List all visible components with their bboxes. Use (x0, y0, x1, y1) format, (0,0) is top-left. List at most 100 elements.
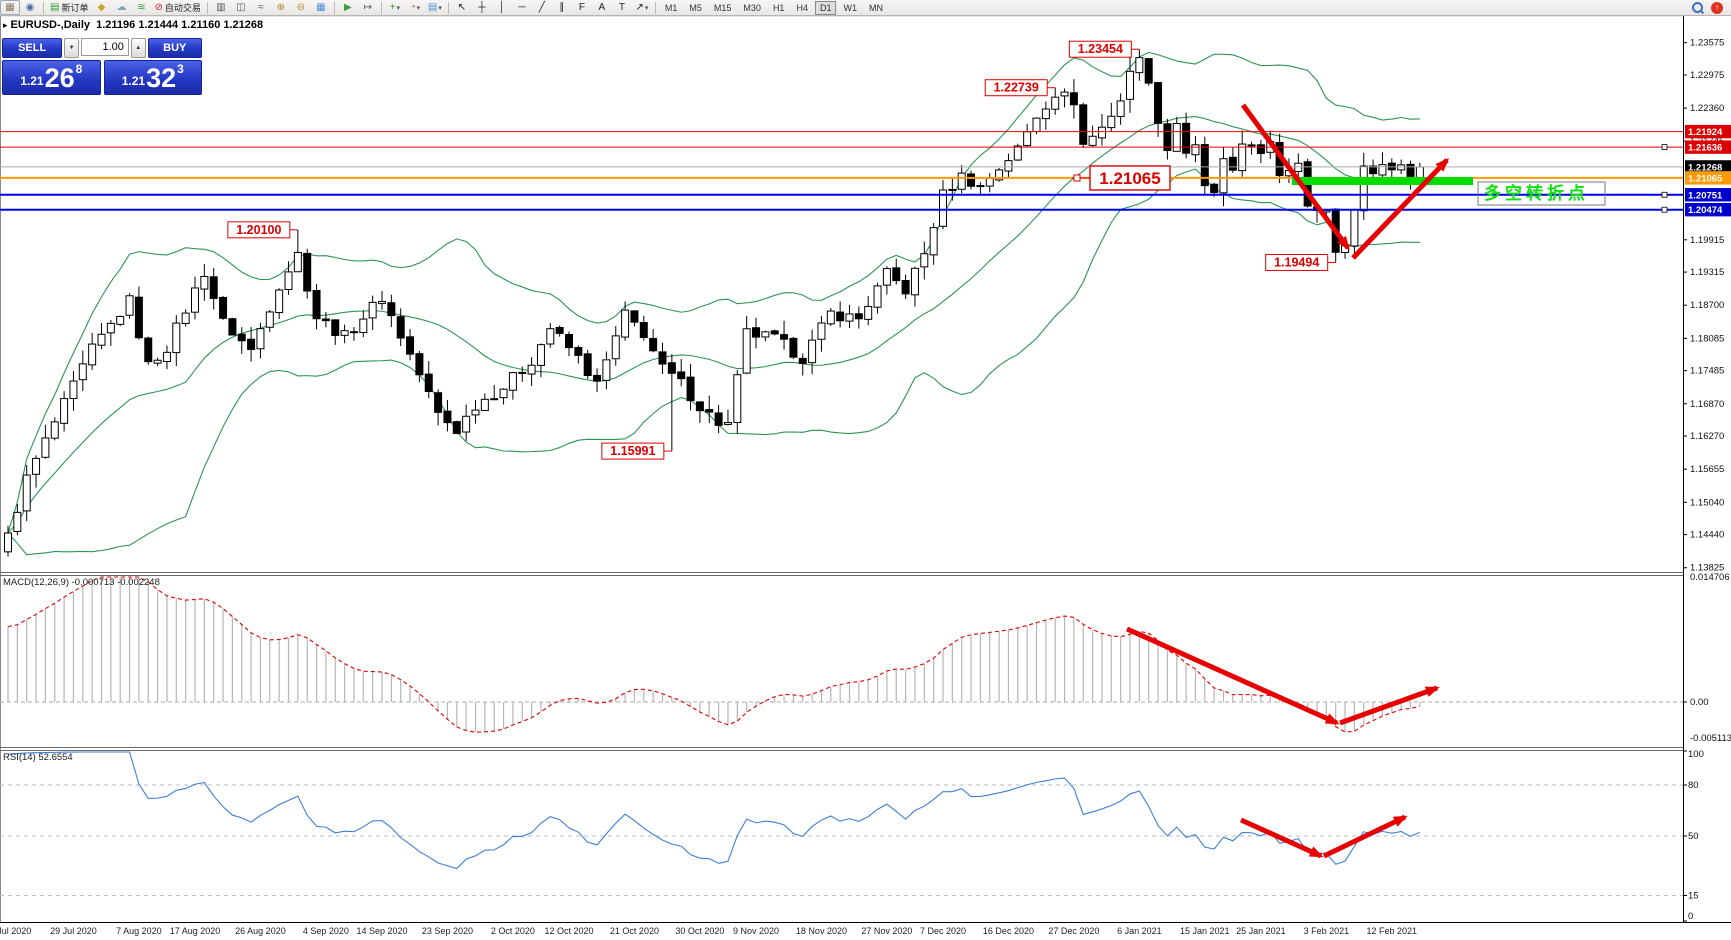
price-label-1.15991[interactable]: 1.15991 (601, 442, 672, 460)
timeframe-mn-button[interactable]: MN (868, 2, 883, 13)
line-chart-icon[interactable]: ≈ (258, 1, 264, 13)
svg-text:29 Jul 2020: 29 Jul 2020 (50, 926, 97, 936)
svg-text:50: 50 (1688, 831, 1699, 842)
svg-text:2 Oct 2020: 2 Oct 2020 (491, 926, 535, 936)
macd-up-arrow[interactable] (1339, 685, 1440, 726)
horizontal-line-icon[interactable]: ─ (518, 1, 526, 13)
price-label-1.20100[interactable]: 1.20100 (227, 221, 298, 239)
svg-text:-0.005113: -0.005113 (1690, 733, 1731, 744)
svg-text:0.00: 0.00 (1690, 697, 1709, 708)
price-down-arrow[interactable] (1240, 103, 1351, 251)
timeframe-d1-button[interactable]: D1 (814, 0, 837, 15)
cleanup-icon[interactable]: ◆ (97, 1, 106, 13)
svg-text:1.23454: 1.23454 (1078, 42, 1123, 56)
price-up-arrow[interactable] (1351, 157, 1450, 260)
timeframe-h4-button[interactable]: H4 (796, 2, 808, 13)
cloud-icon[interactable]: ☁ (116, 1, 127, 13)
svg-text:27 Nov 2020: 27 Nov 2020 (861, 926, 912, 936)
svg-text:1.17485: 1.17485 (1690, 366, 1724, 377)
timeframe-w1-button[interactable]: W1 (843, 2, 857, 13)
arrows-tool-icon[interactable]: ↗ ▾ (635, 1, 649, 13)
svg-text:23 Sep 2020: 23 Sep 2020 (422, 926, 473, 936)
price-label-1.22739[interactable]: 1.22739 (984, 79, 1056, 97)
timeframe-m15-button[interactable]: M15 (713, 2, 732, 13)
symbol-period-label: EURUSD-,Daily (10, 19, 90, 31)
sell-button[interactable]: SELL (2, 38, 63, 58)
equidistant-channel-icon[interactable]: ∥ (559, 1, 565, 13)
periods-icon[interactable]: ◔ ▾ (409, 1, 421, 13)
volume-input[interactable] (80, 38, 129, 56)
buy-button[interactable]: BUY (147, 38, 202, 58)
bar-chart-icon[interactable]: ▥ (216, 1, 226, 13)
text-label-icon[interactable]: T (618, 1, 625, 13)
auto-scroll-icon[interactable]: ▶ (344, 1, 352, 13)
svg-text:多空转折点: 多空转折点 (1484, 183, 1589, 203)
rsi-down-arrow[interactable] (1239, 817, 1324, 859)
ohlc-values: 1.21196 1.21444 1.21160 1.21268 (96, 19, 264, 31)
volume-decrease-button[interactable]: ▼ (64, 38, 79, 58)
price-tag-1.21268: 1.21268 (1685, 160, 1731, 174)
svg-text:26 Aug 2020: 26 Aug 2020 (235, 926, 286, 936)
cursor-icon[interactable]: ↖ (457, 1, 467, 13)
tile-windows-icon[interactable]: ▦ (316, 1, 326, 13)
timeframe-h1-button[interactable]: H1 (772, 2, 785, 13)
zone-text-label[interactable]: 多空转折点 (1477, 181, 1606, 206)
timeframe-m5-button[interactable]: M5 (689, 2, 702, 13)
macd-down-arrow[interactable] (1125, 626, 1340, 726)
vertical-line-icon[interactable]: │ (498, 1, 505, 13)
buy-price-button[interactable]: 1.21 32 3 (103, 60, 202, 95)
indicators-icon[interactable]: + ▾ (389, 1, 401, 13)
svg-text:1.15655: 1.15655 (1690, 464, 1724, 475)
market-watch-icon[interactable]: ◉ (25, 1, 35, 13)
collapse-arrow-icon[interactable]: ▸ (3, 20, 8, 30)
chart-shift-icon[interactable]: ↦ (363, 1, 373, 13)
candlestick-chart-icon[interactable]: ◫ (236, 1, 246, 13)
auto-trading-button[interactable]: ⊘ 自动交易 (154, 1, 201, 14)
price-label-1.23454[interactable]: 1.23454 (1068, 40, 1140, 58)
new-order-button[interactable]: ▤ 新订单 (50, 1, 89, 14)
price-label-1.19494[interactable]: 1.19494 (1265, 253, 1336, 271)
svg-text:1.14440: 1.14440 (1690, 530, 1724, 541)
timeframe-m1-button[interactable]: M1 (664, 2, 678, 13)
volume-increase-button[interactable]: ▲ (130, 38, 146, 58)
rsi-up-arrow[interactable] (1322, 814, 1408, 859)
svg-text:12 Oct 2020: 12 Oct 2020 (544, 926, 593, 936)
svg-text:4 Sep 2020: 4 Sep 2020 (303, 926, 349, 936)
search-icon[interactable] (1687, 0, 1707, 15)
svg-text:1.16870: 1.16870 (1690, 399, 1724, 410)
trendline-icon[interactable]: ╱ (538, 1, 545, 13)
notification-icon[interactable]: ↑ (1707, 0, 1727, 15)
svg-text:1.23575: 1.23575 (1690, 38, 1724, 49)
fibonacci-icon[interactable]: F (578, 1, 585, 13)
svg-text:1.18085: 1.18085 (1690, 333, 1724, 344)
chart-window-icon[interactable]: ▦ (0, 0, 20, 15)
text-tool-icon[interactable]: A (598, 1, 606, 13)
svg-text:20 Jul 2020: 20 Jul 2020 (0, 926, 31, 936)
price-label-big-1.21065[interactable]: 1.21065 (1072, 165, 1171, 191)
zoom-in-icon[interactable]: ⊕ (276, 1, 286, 13)
svg-text:3 Feb 2021: 3 Feb 2021 (1304, 926, 1350, 936)
svg-text:17 Aug 2020: 17 Aug 2020 (170, 926, 221, 936)
svg-text:1.19315: 1.19315 (1690, 267, 1724, 278)
svg-text:21 Oct 2020: 21 Oct 2020 (610, 926, 659, 936)
svg-text:15: 15 (1688, 891, 1699, 902)
svg-text:1.21268: 1.21268 (1688, 162, 1722, 173)
sell-price-prefix: 1.21 (20, 74, 44, 88)
rsi-indicator (0, 751, 1683, 896)
svg-text:1.20474: 1.20474 (1688, 205, 1723, 216)
svg-text:1.21065: 1.21065 (1688, 173, 1723, 184)
toolbar-separator (447, 1, 449, 14)
timeframe-m30-button[interactable]: M30 (743, 2, 761, 13)
macd-label: MACD(12,26,9) -0.000713 -0.002248 (3, 577, 160, 588)
signal-icon[interactable]: ≋ (137, 1, 146, 13)
zoom-out-icon[interactable]: ⊖ (296, 1, 306, 13)
svg-text:1.15040: 1.15040 (1690, 497, 1724, 508)
buy-price-big: 32 (146, 63, 177, 93)
sell-price-button[interactable]: 1.21 26 8 (2, 60, 101, 95)
crosshair-icon[interactable]: ┼ (478, 1, 486, 13)
svg-text:7 Dec 2020: 7 Dec 2020 (920, 926, 966, 936)
templates-icon[interactable]: ▤ ▾ (427, 1, 442, 13)
support-zone-highlight[interactable] (1292, 177, 1473, 185)
